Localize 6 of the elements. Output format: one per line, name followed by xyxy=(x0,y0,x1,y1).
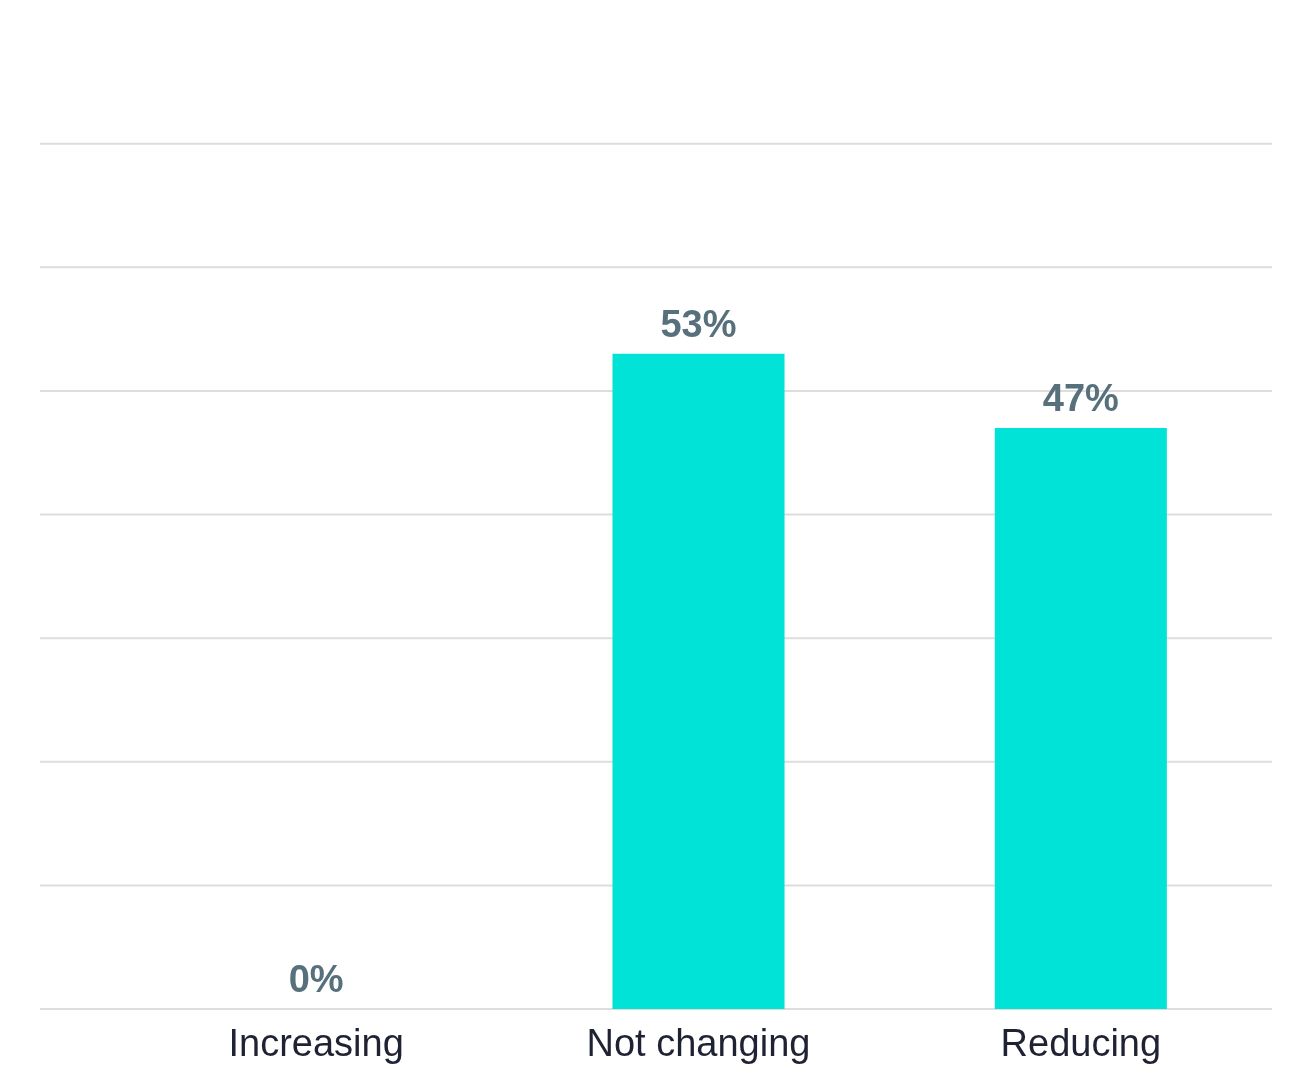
data-label: 53% xyxy=(660,303,737,346)
data-label: 47% xyxy=(1042,377,1119,420)
x-tick-label: Reducing xyxy=(1000,1022,1162,1065)
x-tick-label: Not changing xyxy=(586,1022,811,1065)
data-label: 0% xyxy=(288,958,344,1001)
x-tick-label: Increasing xyxy=(228,1022,404,1065)
